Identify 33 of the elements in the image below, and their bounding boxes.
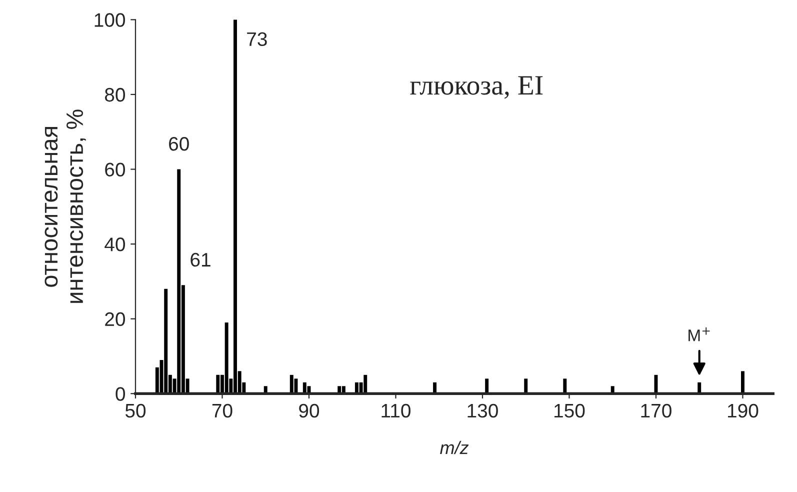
x-tick-label: 70 (212, 404, 232, 418)
bar (290, 374, 294, 394)
bar (563, 378, 567, 394)
y-tick-label: 60 (105, 162, 126, 176)
annotation: 61 (190, 252, 210, 267)
y-tick-label: 20 (105, 312, 126, 326)
bar (224, 322, 228, 394)
x-tick-label: 50 (125, 404, 146, 418)
bar (740, 371, 744, 394)
bar (164, 288, 168, 394)
y-tick-label: 40 (104, 238, 126, 252)
bar (524, 378, 528, 394)
bar (177, 169, 181, 394)
bar (216, 374, 220, 394)
x-tick-label: 110 (382, 404, 410, 418)
x-tick-label: 90 (299, 404, 320, 418)
bar (294, 378, 298, 394)
bar (654, 374, 658, 394)
annotation: M$^{+}$ (688, 327, 710, 342)
y-tick-label: 0 (116, 387, 126, 401)
text: глюкоза, EI (410, 76, 543, 99)
x-axis-title: m/z (440, 440, 469, 454)
x-tick-label: 190 (728, 404, 758, 418)
annotation: 60 (169, 136, 189, 151)
y-axis-title: относительная интенсивность, % (44, 110, 86, 303)
annotation: 73 (247, 32, 267, 46)
x-tick-label: 170 (641, 404, 672, 418)
bar (364, 374, 368, 394)
bar (485, 378, 489, 394)
x-tick-label: 150 (554, 404, 585, 418)
y-tick-label: 80 (104, 88, 126, 102)
x-tick-label: 130 (468, 404, 498, 418)
y-tick-label: 100 (94, 13, 126, 27)
